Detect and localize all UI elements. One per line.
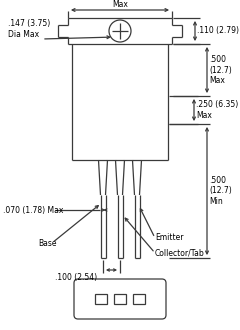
Text: .070 (1.78) Max: .070 (1.78) Max [3,206,63,214]
Text: .500
(12.7)
Max: .500 (12.7) Max [209,55,232,85]
Text: Base: Base [38,239,56,248]
Text: .147 (3.75)
Dia Max: .147 (3.75) Dia Max [8,19,50,39]
Text: .110 (2.79): .110 (2.79) [197,26,239,36]
Text: Emitter: Emitter [155,234,184,243]
Text: .420 (10.67)
Max: .420 (10.67) Max [96,0,144,9]
Text: .250 (6.35)
Max: .250 (6.35) Max [196,100,238,120]
Bar [133,294,145,304]
Bar [114,294,126,304]
Bar [95,294,107,304]
Text: .500
(12.7)
Min: .500 (12.7) Min [209,176,232,206]
Text: .100 (2.54): .100 (2.54) [55,273,97,282]
Text: Collector/Tab: Collector/Tab [155,248,205,257]
